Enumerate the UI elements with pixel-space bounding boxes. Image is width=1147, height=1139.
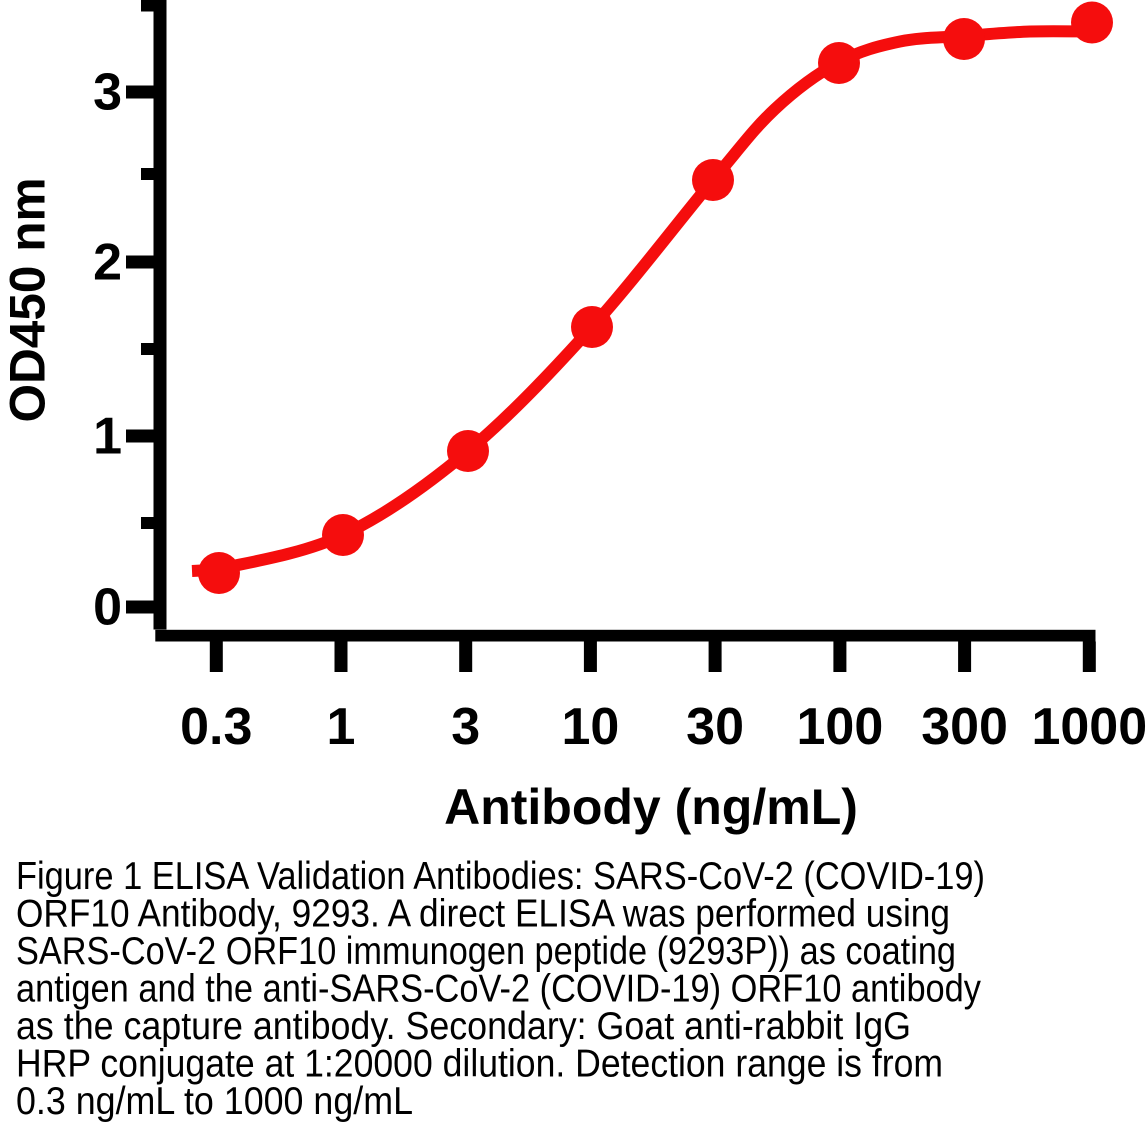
svg-text:100: 100 <box>797 698 884 756</box>
svg-text:OD450 nm: OD450 nm <box>0 178 56 423</box>
svg-text:ORF10 Antibody, 9293. A direct: ORF10 Antibody, 9293. A direct ELISA was… <box>16 893 950 936</box>
svg-text:1: 1 <box>93 408 122 466</box>
svg-text:300: 300 <box>921 698 1008 756</box>
svg-text:Figure 1 ELISA Validation Anti: Figure 1 ELISA Validation Antibodies: SA… <box>16 855 985 898</box>
svg-text:0.3: 0.3 <box>180 698 252 756</box>
svg-text:HRP conjugate at 1:20000 dilut: HRP conjugate at 1:20000 dilution. Detec… <box>16 1043 943 1086</box>
svg-text:2: 2 <box>93 234 122 292</box>
svg-text:Antibody (ng/mL): Antibody (ng/mL) <box>444 779 858 835</box>
svg-text:0: 0 <box>93 579 122 637</box>
svg-text:3: 3 <box>451 698 480 756</box>
svg-text:SARS-CoV-2 ORF10 immunogen pep: SARS-CoV-2 ORF10 immunogen peptide (9293… <box>16 930 956 973</box>
svg-text:antigen and the anti-SARS-CoV-: antigen and the anti-SARS-CoV-2 (COVID-1… <box>16 968 981 1011</box>
svg-text:30: 30 <box>686 698 744 756</box>
svg-text:3: 3 <box>93 64 122 122</box>
svg-text:10: 10 <box>561 698 619 756</box>
svg-text:as the capture antibody. Secon: as the capture antibody. Secondary: Goat… <box>16 1005 911 1048</box>
svg-text:1: 1 <box>327 698 356 756</box>
svg-text:0.3 ng/mL to 1000 ng/mL: 0.3 ng/mL to 1000 ng/mL <box>16 1080 413 1123</box>
svg-text:1000: 1000 <box>1031 698 1147 756</box>
